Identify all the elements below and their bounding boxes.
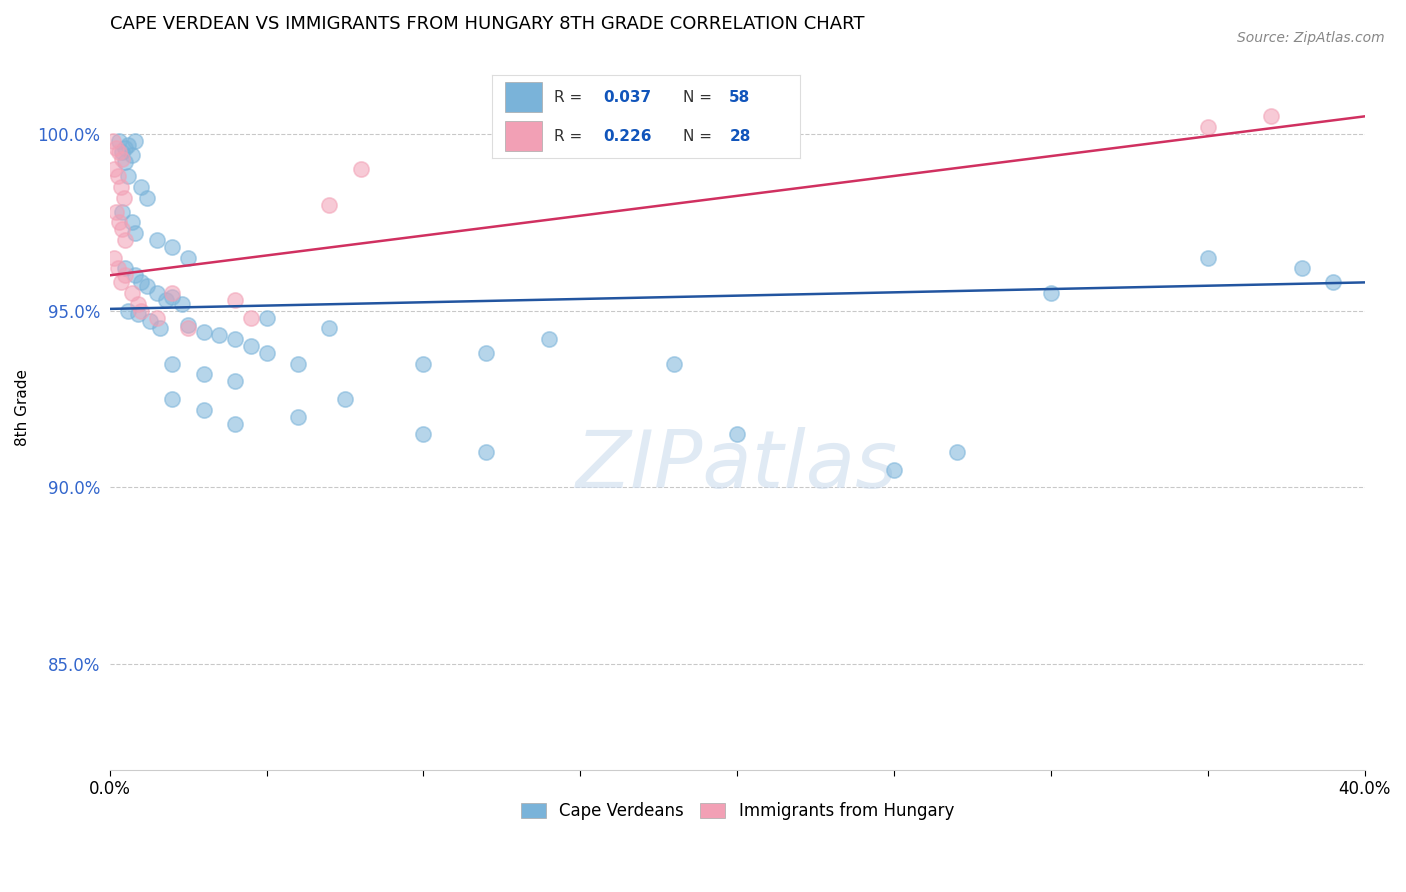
Point — [1040, 285, 1063, 300]
Point — [1197, 251, 1219, 265]
Point — [129, 303, 152, 318]
Point — [111, 145, 134, 159]
Point — [103, 162, 125, 177]
Point — [129, 180, 152, 194]
Point — [124, 134, 146, 148]
Point — [149, 321, 172, 335]
Point — [121, 148, 143, 162]
Point — [475, 445, 498, 459]
Point — [101, 134, 124, 148]
Point — [224, 417, 246, 431]
Point — [104, 204, 127, 219]
Point — [104, 141, 127, 155]
Point — [162, 392, 184, 406]
Point — [114, 155, 136, 169]
Legend: Cape Verdeans, Immigrants from Hungary: Cape Verdeans, Immigrants from Hungary — [513, 796, 960, 827]
Point — [114, 141, 136, 155]
Text: CAPE VERDEAN VS IMMIGRANTS FROM HUNGARY 8TH GRADE CORRELATION CHART: CAPE VERDEAN VS IMMIGRANTS FROM HUNGARY … — [110, 15, 865, 33]
Point — [318, 321, 340, 335]
Point — [162, 289, 184, 303]
Point — [108, 145, 131, 159]
Point — [117, 169, 139, 184]
Point — [108, 215, 131, 229]
Point — [1260, 109, 1282, 123]
Point — [725, 427, 748, 442]
Point — [224, 293, 246, 307]
Point — [946, 445, 969, 459]
Point — [121, 285, 143, 300]
Point — [537, 332, 560, 346]
Point — [136, 191, 159, 205]
Point — [333, 392, 356, 406]
Point — [136, 279, 159, 293]
Point — [162, 357, 184, 371]
Point — [155, 293, 177, 307]
Point — [108, 134, 131, 148]
Point — [111, 204, 134, 219]
Point — [350, 162, 373, 177]
Point — [162, 285, 184, 300]
Point — [107, 261, 129, 276]
Point — [177, 251, 200, 265]
Point — [287, 357, 309, 371]
Point — [117, 137, 139, 152]
Point — [124, 226, 146, 240]
Point — [239, 310, 262, 325]
Point — [112, 191, 135, 205]
Point — [111, 222, 134, 236]
Point — [193, 402, 215, 417]
Point — [412, 427, 434, 442]
Point — [193, 325, 215, 339]
Point — [412, 357, 434, 371]
Point — [145, 285, 167, 300]
Point — [318, 197, 340, 211]
Point — [1291, 261, 1313, 276]
Point — [121, 215, 143, 229]
Point — [145, 233, 167, 247]
Point — [883, 463, 905, 477]
Point — [208, 328, 231, 343]
Point — [117, 303, 139, 318]
Point — [170, 296, 193, 310]
Point — [162, 240, 184, 254]
Point — [224, 332, 246, 346]
Point — [107, 169, 129, 184]
Point — [103, 251, 125, 265]
Point — [110, 276, 132, 290]
Point — [177, 321, 200, 335]
Text: Source: ZipAtlas.com: Source: ZipAtlas.com — [1237, 31, 1385, 45]
Point — [127, 296, 149, 310]
Text: ZIPatlas: ZIPatlas — [576, 426, 898, 505]
Point — [111, 152, 134, 166]
Point — [110, 180, 132, 194]
Point — [145, 310, 167, 325]
Point — [177, 318, 200, 332]
Point — [475, 346, 498, 360]
Point — [664, 357, 686, 371]
Y-axis label: 8th Grade: 8th Grade — [15, 369, 30, 446]
Point — [256, 310, 278, 325]
Point — [127, 307, 149, 321]
Point — [129, 276, 152, 290]
Point — [1322, 276, 1344, 290]
Point — [124, 268, 146, 283]
Point — [224, 375, 246, 389]
Point — [139, 314, 162, 328]
Point — [114, 268, 136, 283]
Point — [287, 409, 309, 424]
Point — [1197, 120, 1219, 134]
Point — [193, 368, 215, 382]
Point — [239, 339, 262, 353]
Point — [114, 261, 136, 276]
Point — [256, 346, 278, 360]
Point — [114, 233, 136, 247]
